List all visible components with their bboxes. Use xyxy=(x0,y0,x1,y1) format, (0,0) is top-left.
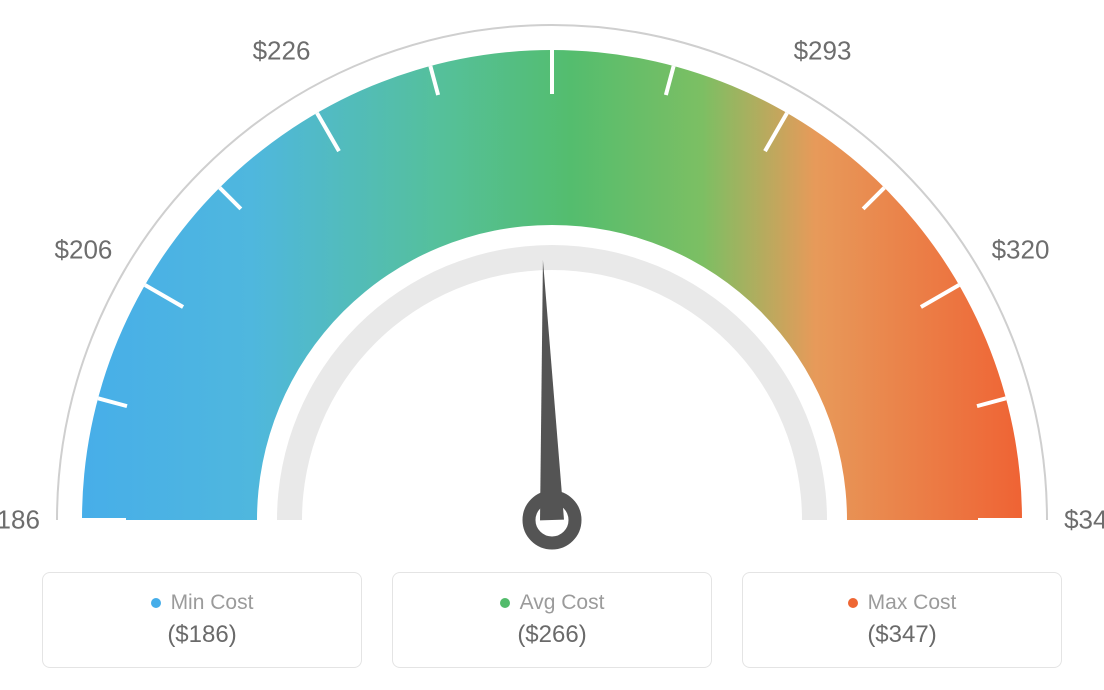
tick-label: $347 xyxy=(1064,505,1104,536)
legend-card-min: Min Cost ($186) xyxy=(42,572,362,668)
tick-label: $206 xyxy=(55,234,113,265)
legend-label-max: Max Cost xyxy=(868,591,957,615)
legend-title-avg: Avg Cost xyxy=(500,591,605,615)
legend-card-avg: Avg Cost ($266) xyxy=(392,572,712,668)
tick-label: $293 xyxy=(794,36,852,67)
legend-label-min: Min Cost xyxy=(171,591,254,615)
legend-dot-max xyxy=(848,598,858,608)
legend-title-min: Min Cost xyxy=(151,591,254,615)
gauge-area: $186$206$226$266$293$320$347 xyxy=(0,0,1104,560)
legend-label-avg: Avg Cost xyxy=(520,591,605,615)
tick-label: $226 xyxy=(253,36,311,67)
tick-label: $186 xyxy=(0,505,40,536)
gauge-svg xyxy=(0,0,1104,560)
legend-dot-min xyxy=(151,598,161,608)
legend-title-max: Max Cost xyxy=(848,591,957,615)
legend-row: Min Cost ($186) Avg Cost ($266) Max Cost… xyxy=(0,572,1104,668)
legend-dot-avg xyxy=(500,598,510,608)
legend-value-min: ($186) xyxy=(167,621,236,649)
legend-card-max: Max Cost ($347) xyxy=(742,572,1062,668)
legend-value-avg: ($266) xyxy=(517,621,586,649)
gauge-chart-container: $186$206$226$266$293$320$347 Min Cost ($… xyxy=(0,0,1104,690)
legend-value-max: ($347) xyxy=(867,621,936,649)
tick-label: $320 xyxy=(992,234,1050,265)
